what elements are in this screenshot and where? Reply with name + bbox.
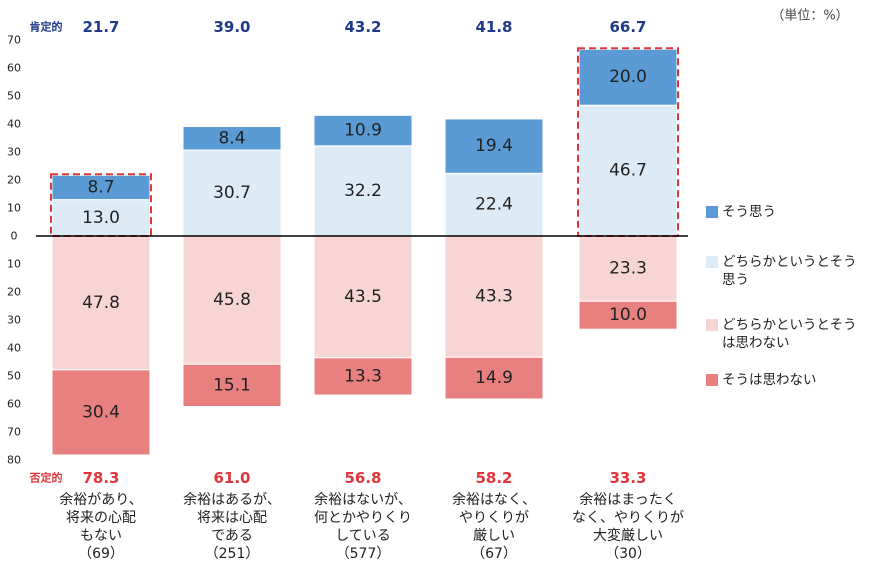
- y-tick-label: 70: [7, 426, 21, 439]
- category-label: 余裕はあるが、: [183, 491, 281, 508]
- category-label: 余裕があり、: [59, 491, 142, 508]
- category-label: 将来は心配: [197, 510, 267, 526]
- negative-total: 58.2: [475, 469, 512, 487]
- bar-segment: [444, 356, 544, 400]
- data-label: 45.8: [213, 290, 251, 310]
- category-label: 余裕はないが、: [314, 491, 412, 508]
- data-label: 8.7: [87, 177, 114, 197]
- category-label: 余裕はなく、: [452, 491, 536, 508]
- data-label: 19.4: [475, 136, 513, 156]
- bar-segment: [51, 369, 151, 456]
- bar-segment: [182, 149, 282, 237]
- y-tick-label: 40: [7, 342, 21, 355]
- y-tick-label: 20: [7, 174, 21, 187]
- bar-segment: [578, 48, 678, 106]
- legend-label: どちらかというとそう: [722, 254, 857, 270]
- data-label: 43.5: [344, 287, 382, 307]
- y-tick-label: 80: [7, 454, 21, 467]
- legend-label: どちらかというとそう: [722, 317, 857, 333]
- legend-swatch: [706, 374, 718, 386]
- legend-label: そう思う: [722, 204, 776, 220]
- data-label: 23.3: [609, 259, 647, 279]
- category-label: もない: [80, 528, 122, 544]
- category-label: やりくりが: [459, 510, 529, 526]
- data-label: 8.4: [218, 128, 245, 148]
- negative-total: 33.3: [609, 469, 646, 487]
- bar-segment: [182, 126, 282, 151]
- data-label: 30.7: [213, 183, 251, 203]
- positive-total: 39.0: [213, 18, 250, 36]
- negative-total: 56.8: [344, 469, 381, 487]
- legend-label: そうは思わない: [722, 372, 817, 388]
- category-label: なく、やりくりが: [572, 510, 684, 526]
- bar-segment: [578, 300, 678, 330]
- category-label: 将来の心配: [66, 510, 136, 526]
- category-label: 厳しい: [473, 528, 515, 544]
- data-label: 46.7: [609, 161, 647, 181]
- y-tick-label: 60: [7, 398, 21, 411]
- data-label: 14.9: [475, 368, 513, 388]
- data-label: 47.8: [82, 293, 120, 313]
- y-tick-label: 30: [7, 314, 21, 327]
- bar-segment: [182, 235, 282, 365]
- positive-total: 21.7: [82, 18, 119, 36]
- bar-segment: [51, 174, 151, 201]
- legend-label: 思う: [722, 272, 749, 288]
- data-label: 43.3: [475, 287, 513, 307]
- data-label: 15.1: [213, 375, 251, 395]
- bar-segment: [182, 363, 282, 408]
- data-label: 10.9: [344, 121, 382, 141]
- negative-total: 78.3: [82, 469, 119, 487]
- y-tick-label: 60: [7, 62, 21, 75]
- y-tick-label: 50: [7, 370, 21, 383]
- y-tick-label: 50: [7, 90, 21, 103]
- positive-total: 41.8: [475, 18, 512, 36]
- y-tick-label: 20: [7, 286, 21, 299]
- category-label: 何とかやりくり: [314, 510, 412, 526]
- bar-segment: [444, 118, 544, 174]
- legend-label: は思わない: [722, 335, 790, 351]
- category-label: （67）: [471, 546, 517, 562]
- data-label: 32.2: [344, 181, 382, 201]
- y-tick-label: 10: [7, 202, 21, 215]
- bar-segment: [313, 357, 413, 396]
- category-label: （69）: [78, 546, 124, 562]
- y-tick-label: 40: [7, 118, 21, 131]
- highlight-frame: [577, 47, 679, 237]
- bar-segment: [444, 235, 544, 358]
- bar-segment: [51, 199, 151, 237]
- y-tick-label: 30: [7, 146, 21, 159]
- bar-segment: [313, 114, 413, 147]
- bar-segment: [578, 235, 678, 302]
- category-label: している: [335, 528, 391, 544]
- y-tick-label: 0: [11, 230, 18, 243]
- legend-swatch: [706, 319, 718, 331]
- category-label: である: [211, 528, 253, 544]
- bar-segment: [313, 145, 413, 237]
- negative-axis-label: 否定的: [29, 471, 63, 485]
- positive-total: 43.2: [344, 18, 381, 36]
- data-label: 13.0: [82, 208, 120, 228]
- category-label: 余裕はまったく: [579, 491, 676, 508]
- positive-axis-label: 肯定的: [30, 20, 63, 34]
- legend-swatch: [706, 206, 718, 218]
- positive-total: 66.7: [609, 18, 646, 36]
- data-label: 22.4: [475, 195, 513, 215]
- unit-label: （単位：%）: [771, 8, 848, 24]
- data-label: 13.3: [344, 366, 382, 386]
- data-label: 20.0: [609, 67, 647, 87]
- legend-swatch: [706, 256, 718, 268]
- category-label: （30）: [605, 546, 651, 562]
- data-label: 30.4: [82, 402, 120, 422]
- category-label: （251）: [205, 546, 260, 562]
- bar-segment: [578, 104, 678, 237]
- category-label: （577）: [336, 546, 391, 562]
- negative-total: 61.0: [213, 469, 250, 487]
- category-label: 大変厳しい: [593, 527, 663, 544]
- data-label: 10.0: [609, 305, 647, 325]
- y-tick-label: 10: [7, 258, 21, 271]
- y-tick-label: 70: [7, 34, 21, 47]
- bar-segment: [444, 172, 544, 237]
